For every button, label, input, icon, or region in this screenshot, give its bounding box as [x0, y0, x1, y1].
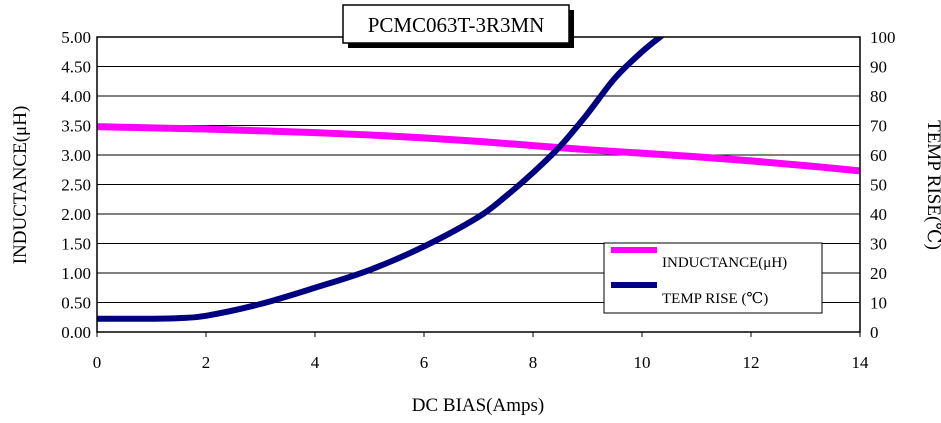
- y2-tick-label: 0: [870, 323, 879, 342]
- y-axis-ticks: 0.00 0.50 1.00 1.50 2.00 2.50 3.00 3.50 4.00 4.50…: [61, 28, 91, 342]
- legend-box: [603, 242, 823, 314]
- y-tick-label: 0.50: [61, 294, 91, 313]
- x-tick-label: 6: [420, 353, 429, 372]
- y2-tick-label: 60: [870, 146, 887, 165]
- y-axis-title: INDUCTANCE(μH): [10, 106, 31, 265]
- chart-title: PCMC063T-3R3MN: [368, 13, 545, 37]
- y-tick-label: 2.50: [61, 176, 91, 195]
- x-tick-label: 12: [743, 353, 760, 372]
- x-axis-ticks: 0 2 4 6 8 10 12 14: [93, 332, 869, 372]
- x-tick-label: 14: [852, 353, 870, 372]
- y2-tick-label: 70: [870, 117, 887, 136]
- y2-tick-label: 40: [870, 205, 887, 224]
- y-tick-label: 2.00: [61, 205, 91, 224]
- y-tick-label: 0.00: [61, 323, 91, 342]
- series-line-temp-rise: [97, 37, 665, 322]
- x-tick-label: 10: [634, 353, 651, 372]
- y-tick-label: 1.50: [61, 235, 91, 254]
- x-tick-label: 8: [529, 353, 538, 372]
- y2-tick-label: 10: [870, 294, 887, 313]
- y-tick-label: 3.50: [61, 117, 91, 136]
- y2-tick-label: 80: [870, 87, 887, 106]
- y2-tick-label: 30: [870, 235, 887, 254]
- chart-title-box: PCMC063T-3R3MN: [342, 4, 574, 48]
- y-tick-label: 5.00: [61, 28, 91, 47]
- y-tick-label: 4.50: [61, 58, 91, 77]
- x-axis-title: DC BIAS(Amps): [412, 395, 544, 416]
- x-tick-label: 0: [93, 353, 102, 372]
- y2-tick-label: 100: [870, 28, 896, 47]
- y2-axis-ticks: 0 10 20 30 40 50 60 70 80 90 100: [870, 28, 896, 342]
- x-tick-label: 4: [311, 353, 320, 372]
- series-line-inductance: [97, 123, 860, 175]
- grid-lines: [97, 66, 860, 303]
- y-tick-label: 4.00: [61, 87, 91, 106]
- y2-tick-label: 50: [870, 176, 887, 195]
- legend: INDUCTANCE(μH) TEMP RISE (℃): [603, 242, 823, 314]
- legend-label-inductance: INDUCTANCE(μH): [662, 255, 787, 271]
- legend-label-temp-rise: TEMP RISE (℃): [662, 291, 768, 307]
- title-box: [342, 4, 570, 44]
- series-layer: [97, 37, 860, 322]
- y2-tick-label: 20: [870, 264, 887, 283]
- y-tick-label: 1.00: [61, 264, 91, 283]
- x-tick-label: 2: [202, 353, 211, 372]
- y-tick-label: 3.00: [61, 146, 91, 165]
- y2-axis-title: TEMP RISE(℃): [923, 120, 941, 250]
- y2-tick-label: 90: [870, 58, 887, 77]
